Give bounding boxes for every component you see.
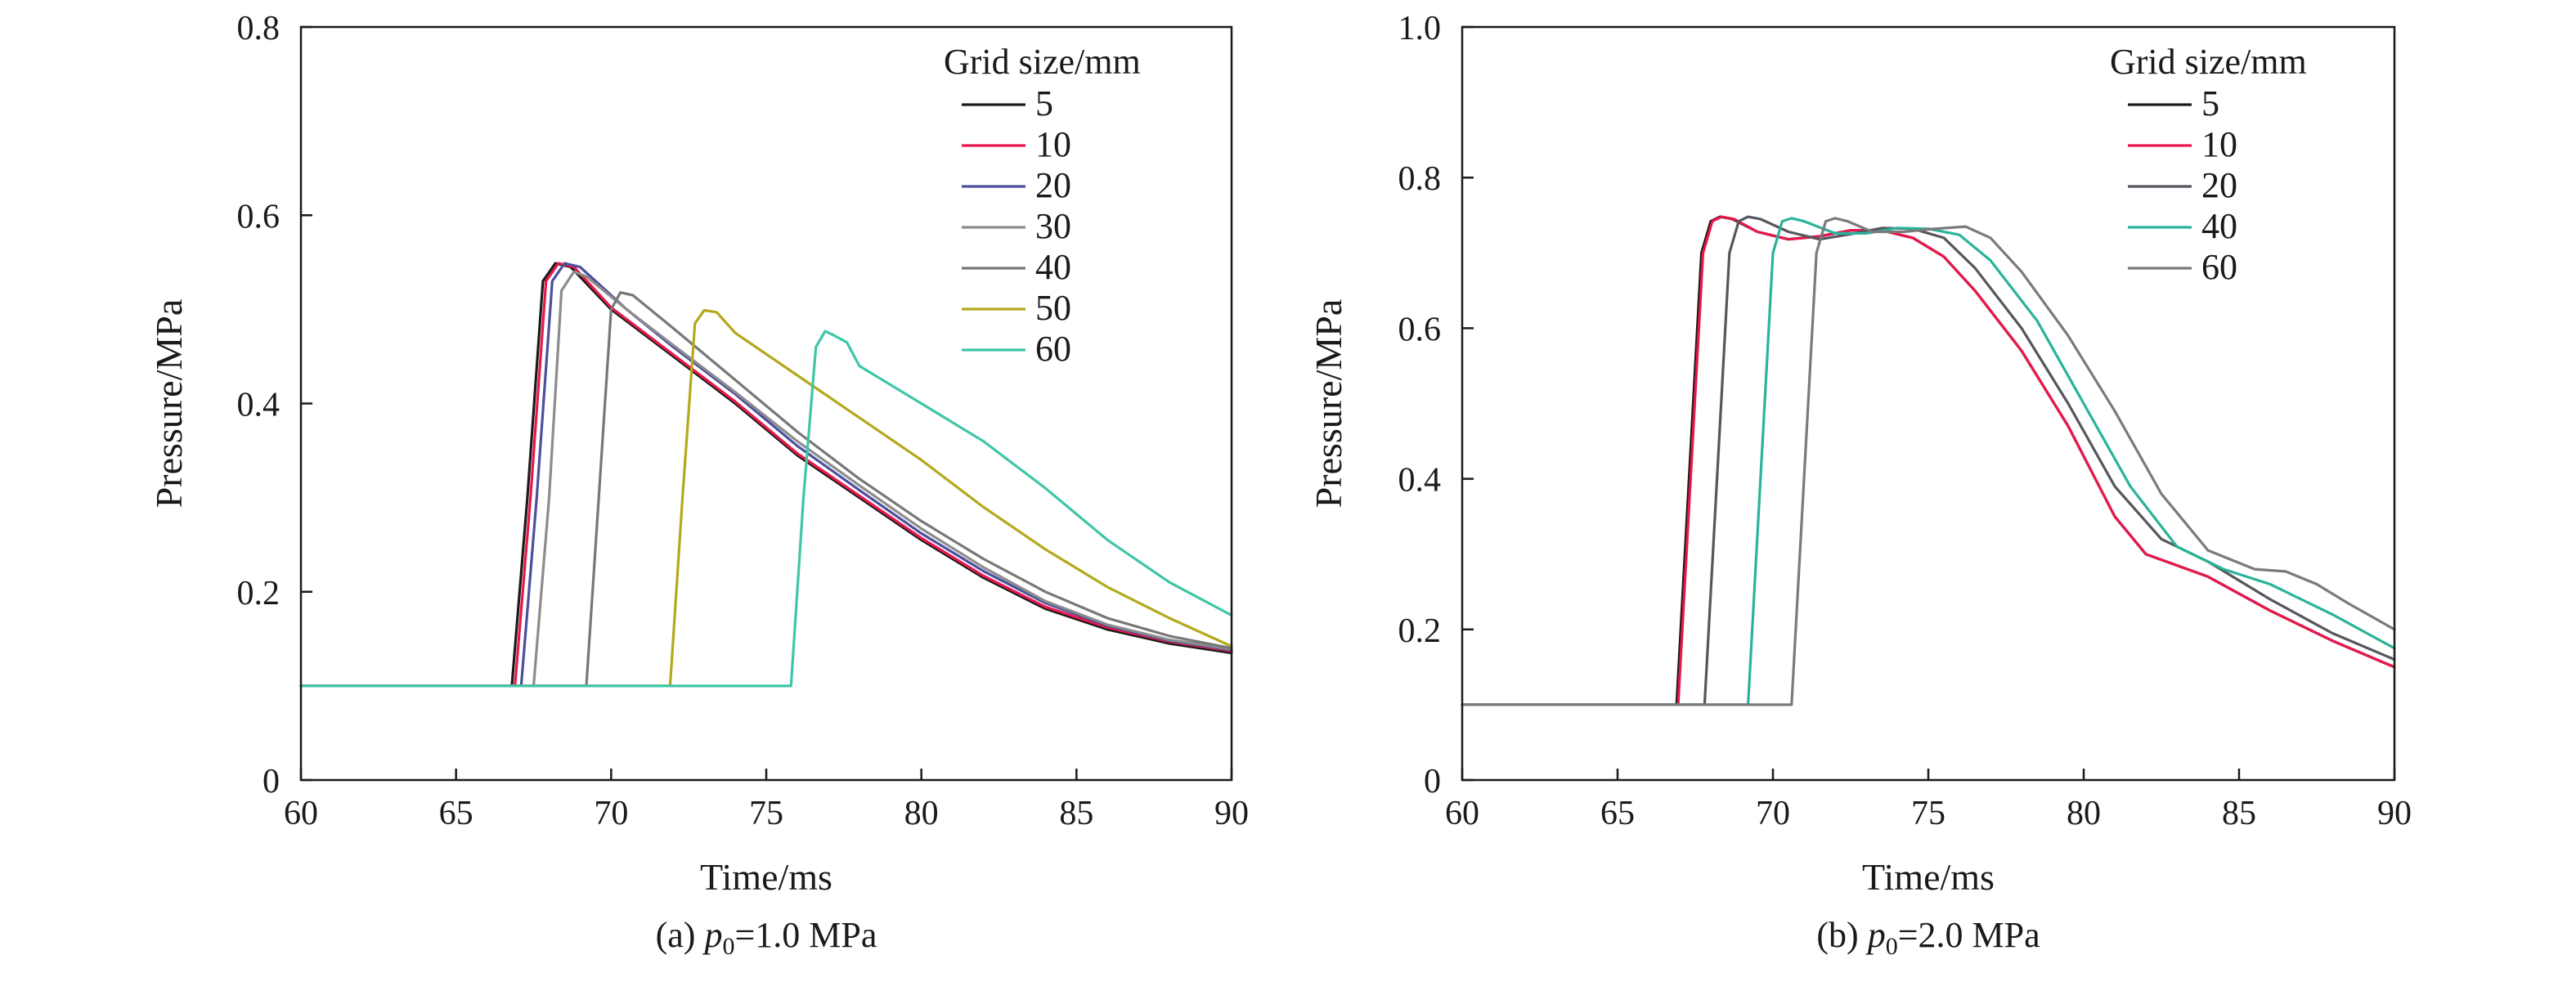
chart-panel-2: 60 65 70 75 80 85 90 0 0.2 0.4 0.6 0.8 1.0 Time/ms Pre…: [1308, 10, 2412, 960]
series-line-10mm: [299, 262, 1233, 688]
x-tick-label: 85: [1059, 795, 1093, 832]
legend-label-40mm: 40: [2201, 206, 2237, 246]
panel-caption: (b) p0=2.0 MPa: [1816, 915, 2040, 960]
series-line-5mm: [299, 262, 1233, 688]
series-line-5mm: [1461, 215, 2396, 706]
y-tick-label: 0.6: [237, 198, 280, 235]
y-tick-label: 0.8: [237, 10, 280, 47]
x-axis-title: Time/ms: [1862, 856, 1995, 898]
legend-label-60mm: 60: [1035, 329, 1071, 369]
y-tick-label: 0: [1424, 763, 1441, 800]
legend-label-5mm: 5: [1035, 83, 1053, 123]
series-line-30mm: [299, 270, 1233, 688]
x-tick-label: 90: [2377, 795, 2412, 832]
y-tick-label: 0.2: [237, 575, 280, 612]
y-tick-label: 0.4: [1398, 462, 1442, 500]
series-line-40mm: [299, 291, 1233, 688]
y-tick-label: 0.4: [237, 387, 280, 424]
x-tick-label: 90: [1214, 795, 1249, 832]
legend-label-10mm: 10: [1035, 124, 1071, 164]
plot-frame: [299, 25, 1233, 782]
panel-caption: (a) p0=1.0 MPa: [656, 915, 877, 960]
legend-label-10mm: 10: [2201, 124, 2237, 164]
y-tick-label: 0.6: [1398, 311, 1442, 348]
series-line-20mm: [299, 262, 1233, 688]
x-tick-label: 85: [2222, 795, 2256, 832]
legend-label-20mm: 20: [1035, 165, 1071, 205]
series-line-50mm: [299, 308, 1233, 688]
legend-title: Grid size/mm: [944, 42, 1141, 82]
x-tick-label: 65: [439, 795, 473, 832]
y-axis-title: Pressure/MPa: [148, 299, 190, 509]
series-group: [1461, 215, 2396, 706]
y-tick-label: 0.2: [1398, 612, 1442, 650]
series-group: [299, 262, 1233, 688]
x-tick-label: 80: [904, 795, 939, 832]
series-line-60mm: [299, 330, 1233, 688]
x-tick-label: 70: [1756, 795, 1790, 832]
legend-label-40mm: 40: [1035, 247, 1071, 287]
y-tick-label: 0.8: [1398, 160, 1442, 198]
plot-frame: [1461, 25, 2396, 782]
legend-label-60mm: 60: [2201, 247, 2237, 287]
legend-label-50mm: 50: [1035, 288, 1071, 328]
x-tick-label: 75: [749, 795, 783, 832]
x-tick-label: 60: [1445, 795, 1479, 832]
y-axis-title: Pressure/MPa: [1308, 299, 1349, 509]
chart-panel-1: 60 65 70 75 80 85 90 0 0.2 0.4 0.6 0.8 Time/ms Pressu…: [148, 10, 1249, 960]
legend-label-5mm: 5: [2201, 83, 2219, 123]
x-tick-label: 70: [594, 795, 628, 832]
series-line-60mm: [1461, 217, 2396, 706]
legend-label-20mm: 20: [2201, 165, 2237, 205]
x-tick-label: 65: [1600, 795, 1635, 832]
x-tick-label: 80: [2067, 795, 2101, 832]
x-tick-label: 60: [284, 795, 318, 832]
series-line-10mm: [1461, 215, 2396, 706]
legend-title: Grid size/mm: [2110, 42, 2307, 82]
x-axis-title: Time/ms: [700, 856, 832, 898]
y-tick-label: 1.0: [1398, 10, 1442, 47]
series-line-40mm: [1461, 217, 2396, 706]
legend-label-30mm: 30: [1035, 206, 1071, 246]
y-tick-label: 0: [263, 763, 280, 800]
x-tick-label: 75: [1911, 795, 1945, 832]
series-line-20mm: [1461, 215, 2396, 706]
